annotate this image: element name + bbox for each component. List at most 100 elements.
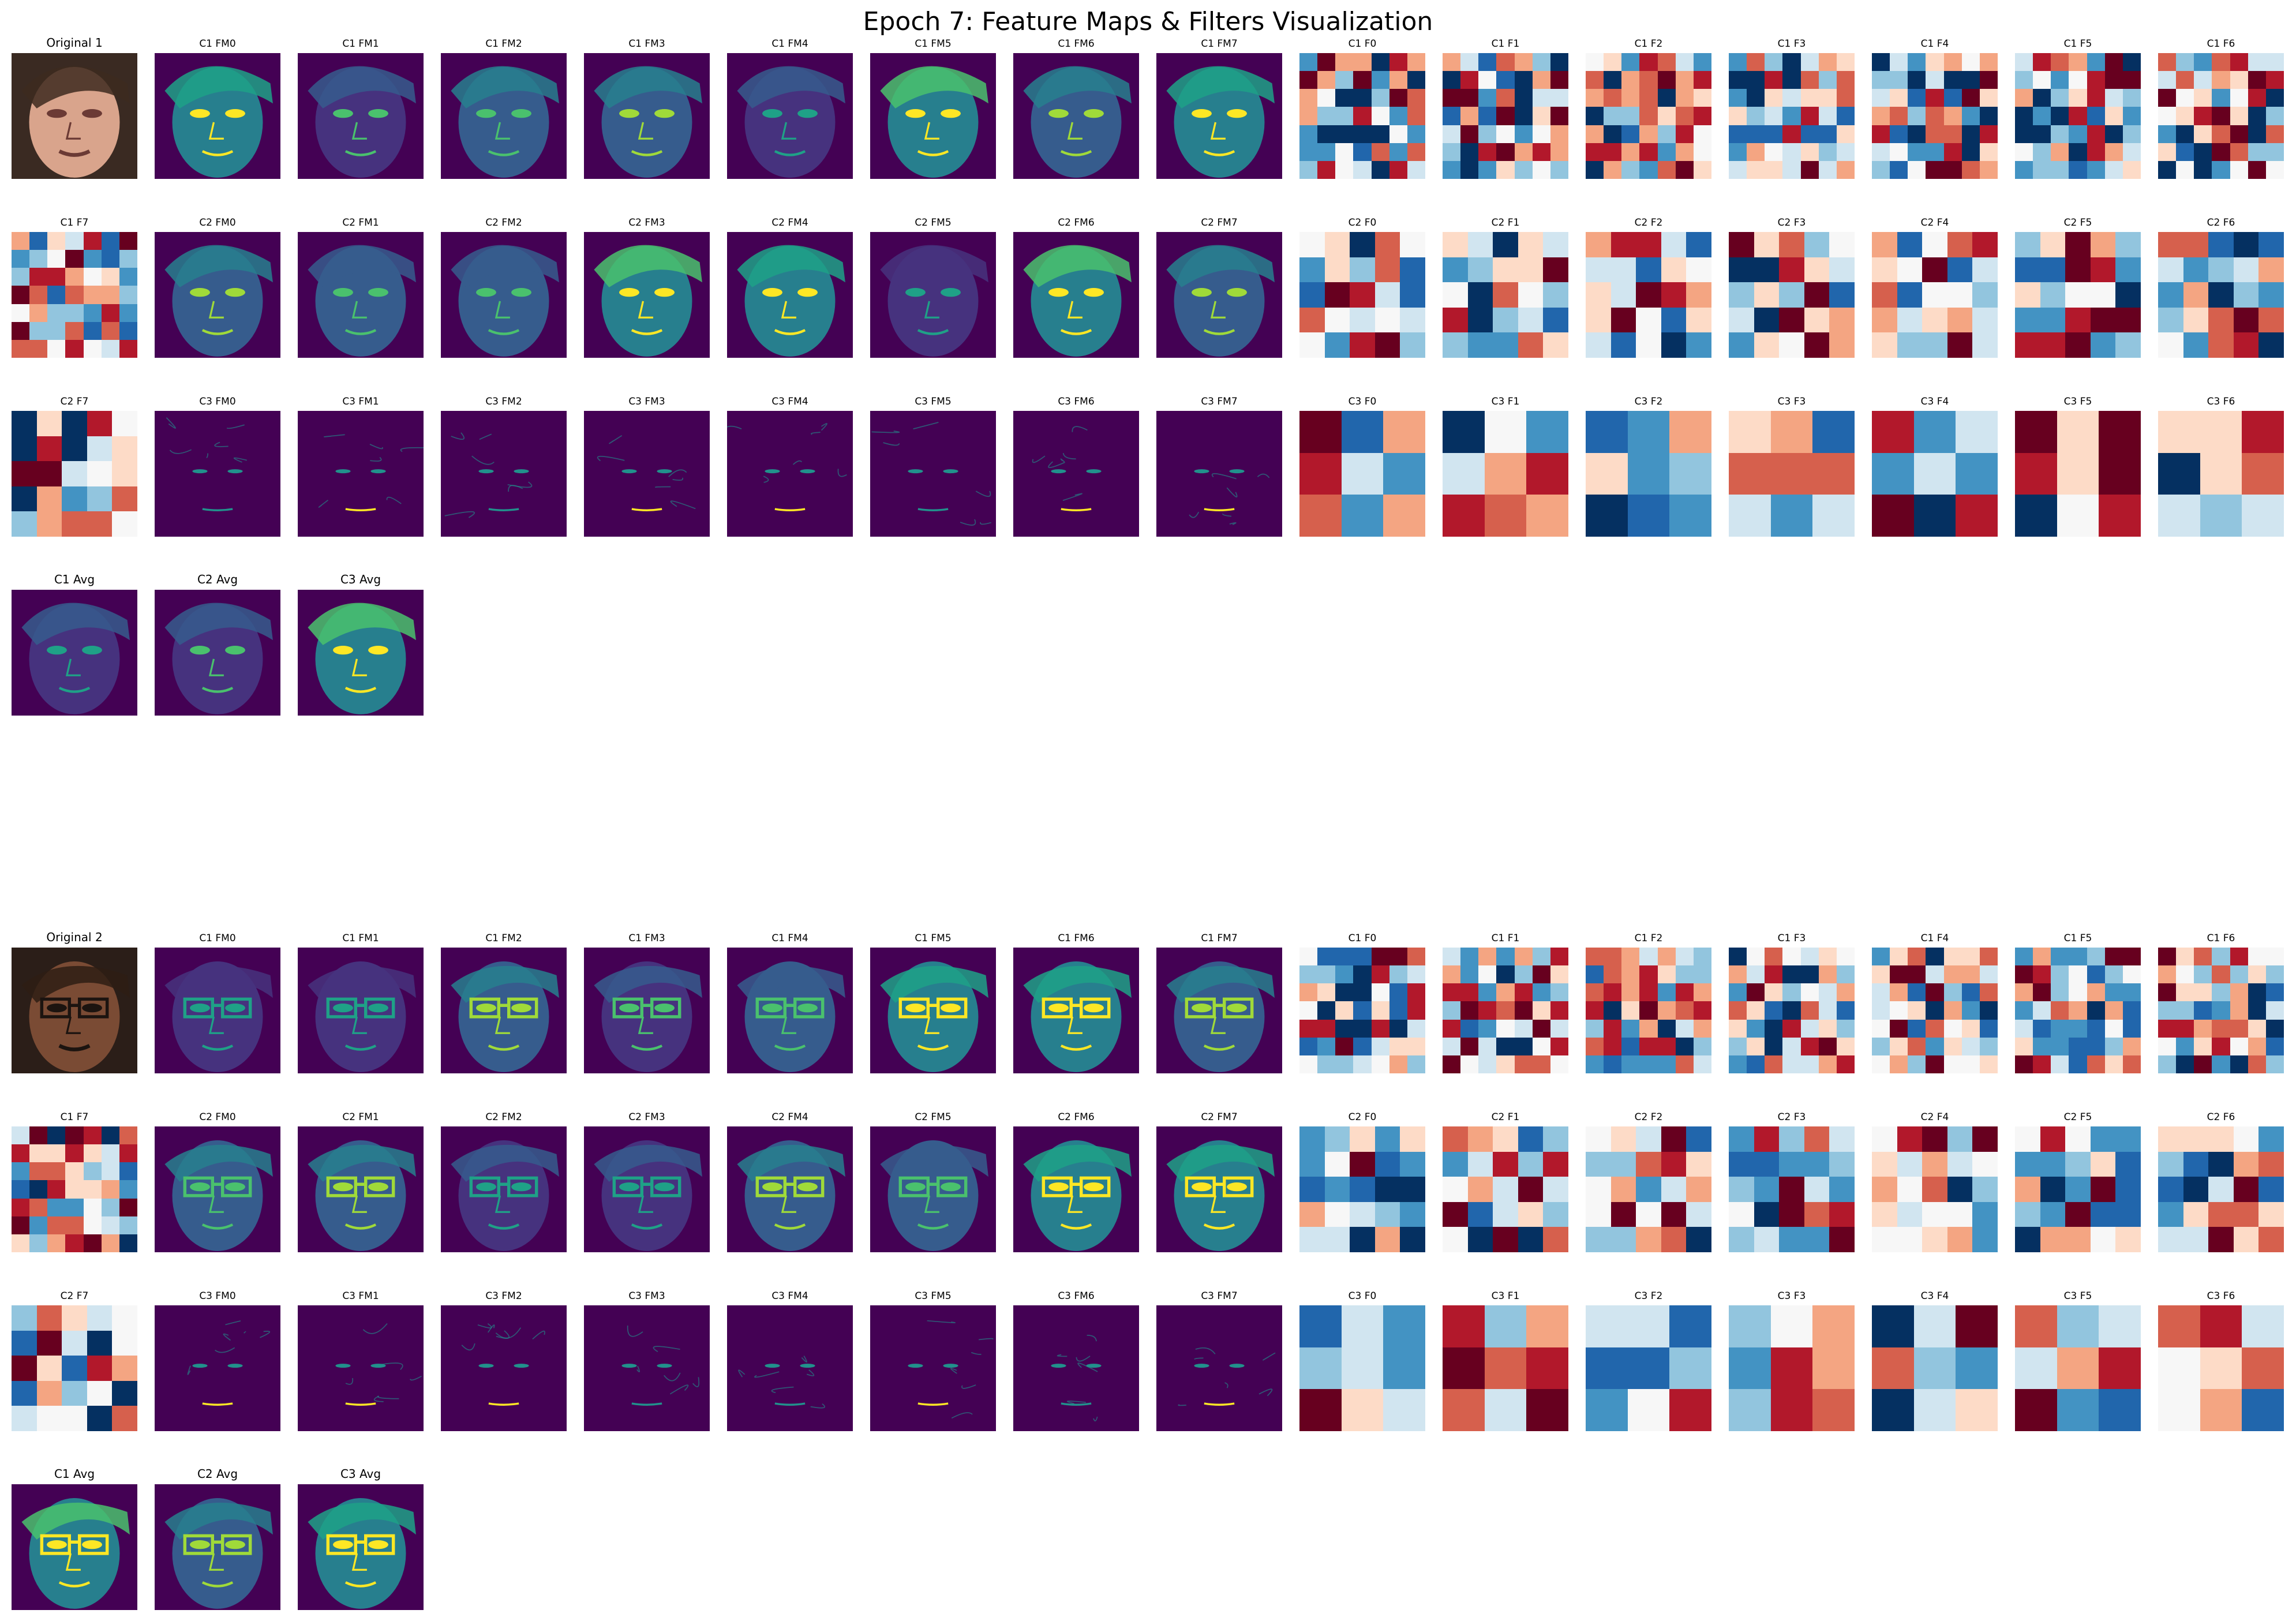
filter-cell [2230,983,2249,1002]
filter-cell [2158,1055,2177,1073]
filter-cell [2015,143,2033,162]
filter-c1-f6-heatmap [2158,53,2284,179]
filter-cell [2208,1177,2234,1203]
filter-cell [1586,1019,1604,1038]
filter-c2-f2-heatmap [1586,1126,1711,1252]
panel-title: C1 F5 [2063,933,2092,944]
filter-cell [1478,143,1497,162]
panel-title: C3 F5 [2063,396,2092,407]
filter-cell [2183,1151,2209,1177]
filter-cell [1961,125,1980,144]
filter-cell [1443,89,1461,108]
panel-title: C3 FM0 [199,396,236,407]
filter-cell [65,268,84,287]
panel-title: C2 FM0 [199,1111,236,1123]
filter-cell [1897,307,1923,333]
filter-cell [1586,257,1612,283]
filter-cell [2033,107,2051,126]
filter-cell [1926,160,1945,179]
filter-cell [1400,332,1425,358]
filter-cell [1443,71,1461,89]
feature-map-c1-fm4 [727,53,853,179]
filter-cell [1872,1151,1898,1177]
filter-cell [12,1234,30,1252]
panel-title: C3 F1 [1491,396,1520,407]
filter-cell [2265,1019,2284,1038]
filter-cell [1926,965,1945,984]
filter-cell [1550,53,1568,72]
filter-cell [1639,160,1658,179]
filter-cell [2015,1037,2033,1056]
filter-cell [1621,1037,1640,1056]
filter-cell [1979,125,1998,144]
filter-cell [2176,1001,2194,1020]
filter-cell [2183,307,2209,333]
filter-cell [1621,948,1640,966]
filter-cell [2212,89,2231,108]
filter-cell [65,250,84,268]
filter-cell [1350,1151,1376,1177]
filter-cell [1804,332,1830,358]
filter-cell [2087,125,2106,144]
filter-cell [29,1180,48,1199]
filter-cell [2158,160,2177,179]
filter-cell [2015,282,2041,308]
filter-cell [1341,411,1384,454]
filter-cell [2033,983,2051,1002]
filter-cell [1747,143,1765,162]
filter-cell [83,1144,102,1163]
filter-cell [1686,307,1711,333]
filter-cell [1639,89,1658,108]
filter-cell [1765,965,1784,984]
filter-cell [1661,1177,1687,1203]
filter-cell [1943,107,1962,126]
filter-cell [36,1356,62,1382]
filter-cell [36,1305,62,1331]
filter-cell [1897,1151,1923,1177]
filter-cell [1908,89,1927,108]
filter-c1-f2-heatmap [1586,948,1711,1073]
filter-cell [1621,53,1640,72]
panel-title: C1 F4 [1920,38,1949,50]
filter-cell [2242,452,2284,495]
filter-cell [2233,1227,2259,1252]
filter-cell [2051,948,2070,966]
filter-cell [1324,332,1350,358]
filter-cell [1818,107,1837,126]
filter-cell [1747,1019,1765,1038]
filter-cell [2208,332,2234,358]
filter-cell [1770,452,1813,495]
filter-cell [2015,1055,2033,1073]
filter-cell [83,232,102,250]
filter-cell [2248,71,2267,89]
panel-title: C1 F6 [2207,933,2235,944]
filter-cell [1657,160,1676,179]
filter-cell [1943,983,1962,1002]
filter-cell [1754,257,1780,283]
filter-cell [1657,89,1676,108]
filter-cell [1636,232,1662,258]
filter-cell [1872,1001,1890,1020]
filter-cell [1299,1055,1318,1073]
filter-cell [1350,1177,1376,1203]
panel-title: C3 F0 [1348,1290,1377,1302]
filter-cell [101,1144,120,1163]
filter-cell [1908,965,1927,984]
filter-cell [1299,1347,1342,1390]
filter-cell [1675,89,1694,108]
filter-cell [1657,983,1676,1002]
filter-cell [1639,125,1658,144]
filter-cell [1350,1227,1376,1252]
filter-cell [2115,232,2141,258]
filter-cell [1812,1347,1855,1390]
filter-cell [1908,1001,1927,1020]
filter-cell [1317,125,1336,144]
filter-cell [1586,332,1612,358]
filter-cell [1872,983,1890,1002]
filter-cell [2258,282,2284,308]
filter-cell [87,1356,113,1382]
filter-c2-f7-heatmap [12,1305,137,1431]
panel-title: C2 F5 [2063,217,2092,229]
filter-cell [1460,1055,1479,1073]
filter-cell [2183,232,2209,258]
